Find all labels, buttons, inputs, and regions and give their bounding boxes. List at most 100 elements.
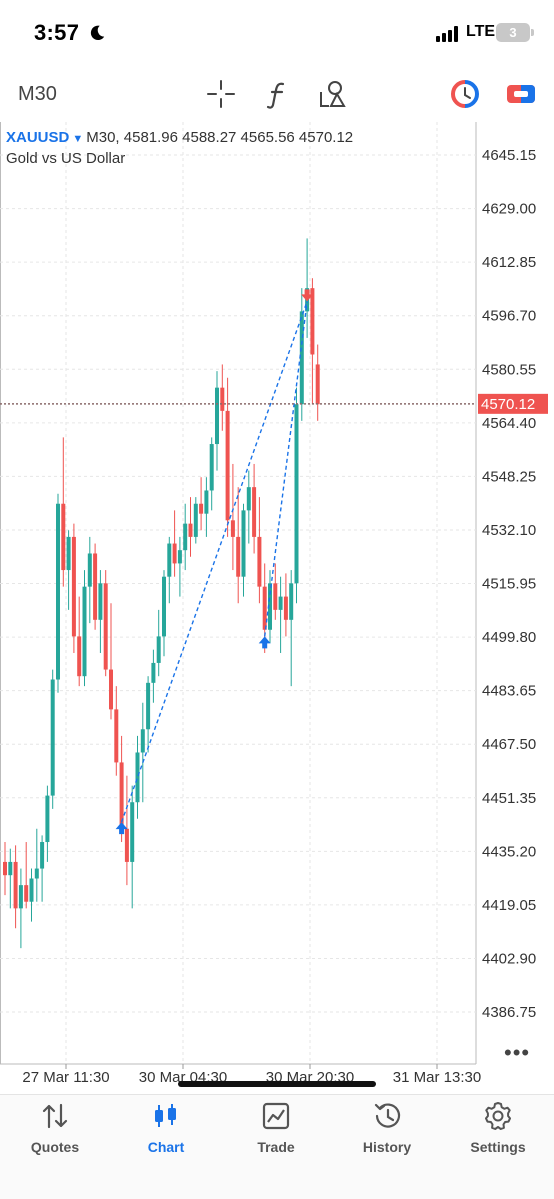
indicator-f-icon[interactable] [262,78,294,110]
more-icon[interactable]: ••• [504,1040,531,1065]
chart-icon [155,1104,176,1127]
trade-icon [262,1102,290,1130]
y-tick-label: 4419.05 [482,897,536,914]
candle-body [3,861,7,876]
candle-body [177,550,182,564]
candle-body [156,636,161,663]
candle-body [130,802,135,862]
buy-arrow-icon [115,822,128,835]
candle-body [56,503,60,680]
candle-body [188,523,193,537]
candle-body [310,288,315,355]
tab-settings[interactable]: Settings [443,1101,553,1161]
candle-body [299,311,304,405]
buy-arrow-icon [258,636,271,649]
candle-body [109,669,113,710]
battery-icon: 3 [496,23,534,42]
y-tick-label: 4564.40 [482,415,536,432]
candle-body [273,583,278,610]
tab-trade[interactable]: Trade [221,1101,331,1161]
candle-body [71,536,76,637]
price-axis: 4645.15 4629.00 4612.85 4596.70 4580.55 4564.… [22,147,536,1086]
candle-body [262,586,267,630]
y-tick-label: 4515.95 [482,576,536,593]
candle-body [257,536,262,587]
y-tick-label: 4435.20 [482,843,536,860]
candle-body [135,752,140,803]
status-time: 3:57 [34,20,80,45]
candle-body [230,520,235,537]
candle-body [278,596,283,610]
candle-body [24,885,29,902]
crosshair-icon[interactable] [205,78,237,110]
tab-history-label: History [362,1139,412,1155]
chart-canvas[interactable]: 4645.15 4629.00 4612.85 4596.70 4580.55 4564.… [0,122,554,1094]
tab-quotes-label: Quotes [30,1139,80,1155]
candle-body [61,503,66,571]
candle-body [225,410,230,521]
chart-toolbar: M30 [0,66,554,122]
candle-body [50,679,55,796]
candle-body [98,583,103,620]
price-label-bg [478,393,548,414]
candle-body [162,576,166,637]
moon-icon [90,25,105,41]
sell-arrow-icon [301,289,314,302]
current-price-label: 4570.12 [481,396,535,413]
candle-body [315,364,320,405]
x-tick-label: 31 Mar 13:30 [393,1069,481,1086]
tab-history[interactable]: History [332,1101,442,1161]
candle-body [172,543,177,564]
candle-body [114,709,119,763]
candle-body [289,583,294,620]
ohlc-values: 4581.96 4588.27 4565.56 4570.12 [123,129,354,146]
candle-body [283,596,288,620]
trade-line [264,301,308,637]
quotes-icon [42,1103,68,1129]
candle-body [77,636,82,677]
candle-body [236,536,241,577]
x-tick-label: 27 Mar 11:30 [22,1069,109,1086]
candle-body [241,510,246,577]
signal-icon [436,26,458,42]
y-tick-label: 4402.90 [482,950,536,967]
symbol-description: Gold vs US Dollar [6,150,126,167]
current-price-line: 4570.12 [0,393,548,414]
tab-settings-label: Settings [470,1139,526,1155]
price-chart[interactable]: 4645.15 4629.00 4612.85 4596.70 4580.55 4564.… [0,122,554,1094]
trade-panel-icon[interactable] [505,78,537,110]
chart-period: M30, [86,129,120,146]
candle-body [8,861,13,876]
network-label: LTE [466,23,496,40]
candle-body [204,490,209,514]
one-click-trading-icon[interactable] [449,78,481,110]
candle-body [87,553,92,587]
symbol-name[interactable]: XAUUSD [6,129,70,146]
candle-body [151,662,156,683]
y-tick-label: 4580.55 [482,361,536,378]
candle-body [220,387,225,411]
candle-body [215,387,219,445]
candle-body [209,444,214,491]
tab-chart[interactable]: Chart [111,1101,221,1161]
candle-body [93,553,98,620]
y-tick-label: 4451.35 [482,790,536,807]
symbol-caret-icon[interactable]: ▼ [72,133,84,145]
candle-body [40,842,45,869]
tab-bar: Quotes Chart Trade History Settings [0,1094,554,1199]
candle-body [124,828,129,862]
candle-body [183,523,188,551]
candle-body [103,583,108,670]
chart-info: XAUUSD ▼ M30, 4581.96 4588.27 4565.56 4570… [6,128,353,169]
objects-icon[interactable] [317,78,349,110]
y-tick-label: 4629.00 [482,201,536,218]
timeframe-button[interactable]: M30 [18,83,57,105]
history-icon [374,1103,401,1128]
tab-quotes[interactable]: Quotes [0,1101,110,1161]
tab-chart-label: Chart [147,1139,185,1155]
candle-body [140,729,145,753]
candle-body [82,586,87,677]
candle-body [167,543,172,577]
y-tick-label: 4499.80 [482,629,536,646]
candle-body [252,487,257,537]
